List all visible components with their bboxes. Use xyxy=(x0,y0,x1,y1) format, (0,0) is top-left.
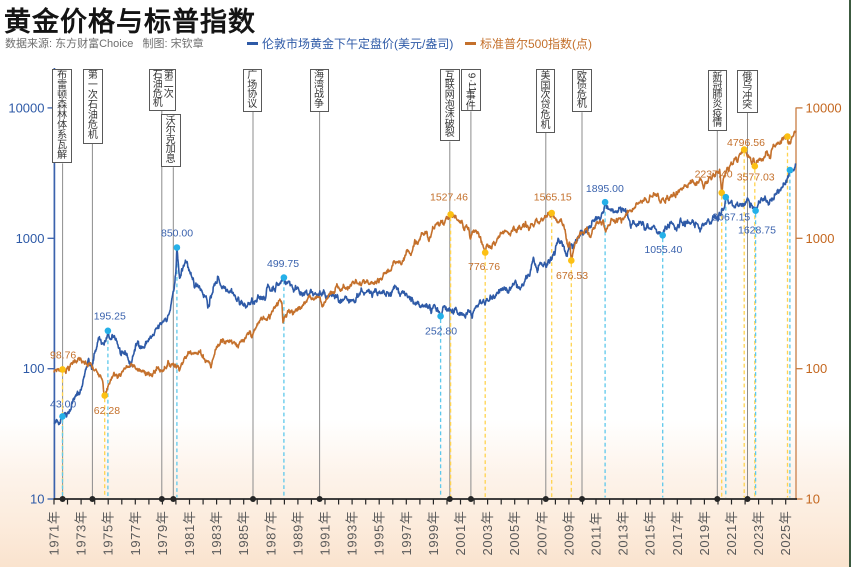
svg-text:676.53: 676.53 xyxy=(556,270,588,282)
svg-text:1981年: 1981年 xyxy=(182,511,197,556)
svg-text:2025年: 2025年 xyxy=(778,511,793,556)
svg-text:1977年: 1977年 xyxy=(128,511,143,556)
svg-text:4796.56: 4796.56 xyxy=(727,137,765,149)
svg-text:2019年: 2019年 xyxy=(697,511,712,556)
svg-text:98.76: 98.76 xyxy=(50,350,76,362)
svg-text:1997年: 1997年 xyxy=(399,511,414,556)
svg-text:2021年: 2021年 xyxy=(724,511,739,556)
svg-text:1000: 1000 xyxy=(16,231,45,246)
svg-text:2009年: 2009年 xyxy=(561,511,576,556)
svg-text:2007年: 2007年 xyxy=(534,511,549,556)
svg-text:2017年: 2017年 xyxy=(670,511,685,556)
svg-text:1975年: 1975年 xyxy=(101,511,116,556)
svg-text:499.75: 499.75 xyxy=(267,258,299,270)
svg-text:1995年: 1995年 xyxy=(372,511,387,556)
svg-text:3577.03: 3577.03 xyxy=(737,171,775,183)
svg-text:10: 10 xyxy=(806,492,820,507)
svg-text:2015年: 2015年 xyxy=(643,511,658,556)
svg-text:1628.75: 1628.75 xyxy=(738,225,776,237)
svg-text:776.76: 776.76 xyxy=(468,261,500,273)
svg-text:1895.00: 1895.00 xyxy=(586,183,624,195)
svg-text:2011年: 2011年 xyxy=(589,512,604,556)
svg-text:10000: 10000 xyxy=(806,100,842,115)
svg-text:1971年: 1971年 xyxy=(47,511,62,556)
svg-text:1565.15: 1565.15 xyxy=(534,192,572,204)
svg-text:1983年: 1983年 xyxy=(209,511,224,556)
svg-text:1973年: 1973年 xyxy=(74,511,89,556)
svg-text:1985年: 1985年 xyxy=(236,511,251,556)
svg-text:1989年: 1989年 xyxy=(290,511,305,556)
svg-text:252.80: 252.80 xyxy=(425,325,457,337)
svg-text:1527.46: 1527.46 xyxy=(430,192,468,204)
svg-text:43.00: 43.00 xyxy=(50,399,76,411)
svg-text:1055.40: 1055.40 xyxy=(644,244,682,256)
svg-text:1993年: 1993年 xyxy=(345,511,360,556)
svg-text:10: 10 xyxy=(30,492,44,507)
svg-text:1979年: 1979年 xyxy=(155,511,170,556)
svg-text:2003年: 2003年 xyxy=(480,511,495,556)
svg-text:2001年: 2001年 xyxy=(453,511,468,556)
svg-text:1987年: 1987年 xyxy=(263,511,278,556)
svg-text:1000: 1000 xyxy=(806,231,835,246)
svg-text:2237.40: 2237.40 xyxy=(695,169,733,181)
svg-text:1991年: 1991年 xyxy=(318,511,333,556)
svg-text:100: 100 xyxy=(806,361,828,376)
svg-text:2023年: 2023年 xyxy=(751,511,766,556)
svg-text:2013年: 2013年 xyxy=(616,511,631,556)
svg-text:2005年: 2005年 xyxy=(507,511,522,556)
svg-text:195.25: 195.25 xyxy=(94,311,126,323)
svg-text:850.00: 850.00 xyxy=(161,228,193,240)
svg-text:100: 100 xyxy=(23,361,45,376)
svg-text:10000: 10000 xyxy=(8,100,44,115)
svg-text:2067.15: 2067.15 xyxy=(712,212,750,224)
svg-text:62.28: 62.28 xyxy=(94,405,120,417)
svg-text:1999年: 1999年 xyxy=(426,511,441,556)
